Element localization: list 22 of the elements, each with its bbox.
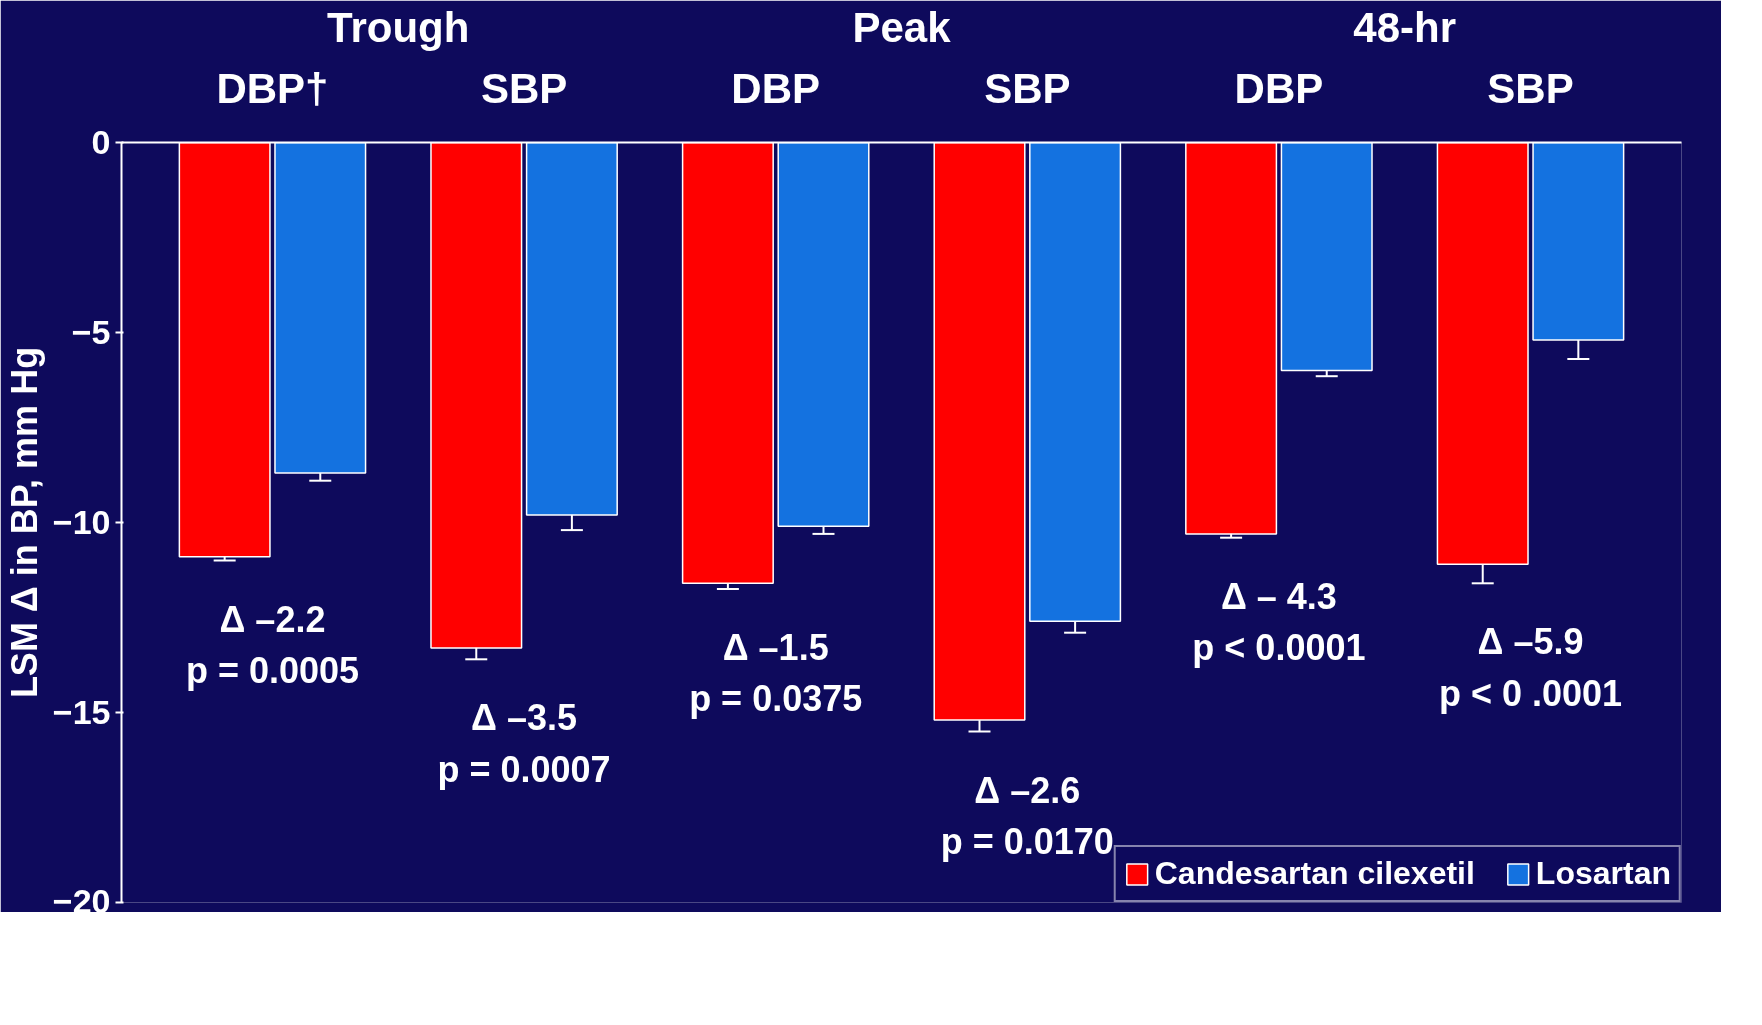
annotation: Δ –5.9 p < 0 .0001 [1438,621,1623,714]
x-tick-label: DBP [1234,64,1324,112]
annotation: Δ –1.5 p = 0.0375 [689,627,863,720]
y-tick-label: −15 [52,693,111,731]
x-tick-label: DBP† [216,64,329,112]
legend-label: Candesartan cilexetil [1154,855,1475,892]
annotation: Δ –2.2 p = 0.0005 [185,598,360,691]
text: Peak [852,3,952,51]
annotation: Δ –3.5 p = 0.0007 [437,697,611,790]
x-tick-label: SBP [480,64,568,112]
annotation: Δ –2.6 p = 0.0170 [940,769,1114,862]
text: Trough [327,3,470,51]
x-tick-label: SBP [984,64,1071,112]
x-tick-label: DBP [731,64,821,112]
y-tick-label: 0 [91,123,111,161]
y-tick-label: −10 [52,503,111,541]
y-axis-title: LSM Δ in BP, mm Hg [3,346,45,699]
y-tick-label: −5 [71,313,111,351]
legend-label: Losartan [1535,855,1671,892]
x-tick-label: SBP [1487,64,1574,112]
text: 48-hr [1353,3,1457,51]
annotation: Δ – 4.3 p < 0.0001 [1192,575,1366,668]
